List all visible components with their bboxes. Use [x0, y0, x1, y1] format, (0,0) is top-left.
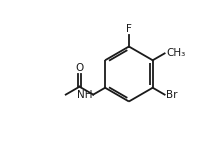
Text: CH₃: CH₃ — [166, 48, 185, 58]
Text: Br: Br — [166, 90, 178, 100]
Text: F: F — [126, 24, 132, 34]
Text: NH: NH — [77, 90, 92, 100]
Text: O: O — [75, 63, 84, 73]
